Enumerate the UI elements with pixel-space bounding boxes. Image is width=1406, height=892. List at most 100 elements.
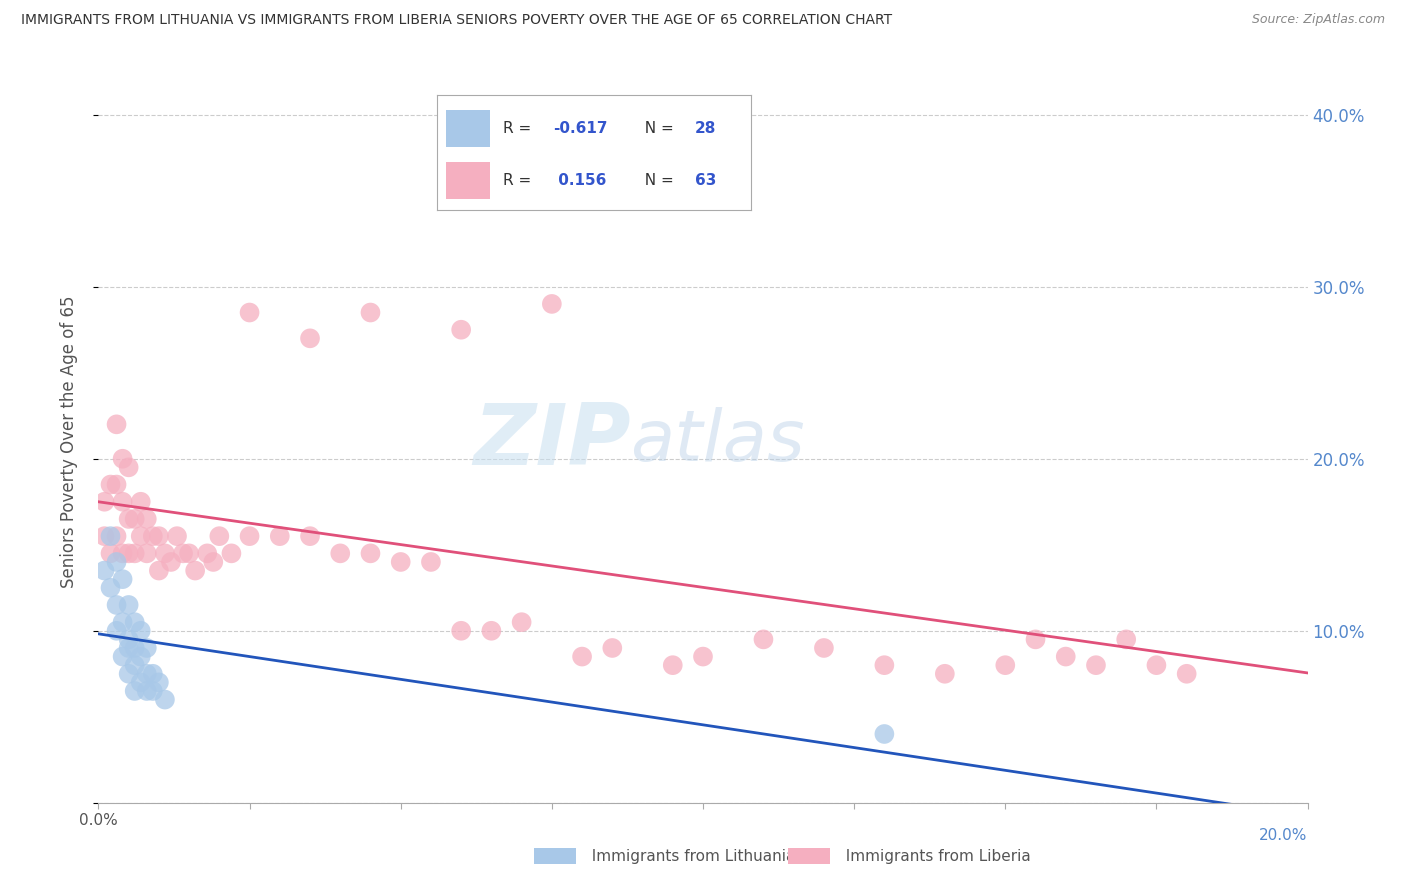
Point [239, 305, 262, 319]
Bar [534, 848, 576, 864]
Point [118, 640, 141, 655]
Point [129, 624, 152, 638]
Point [100, 477, 122, 491]
Point [692, 649, 714, 664]
Point [118, 666, 141, 681]
Text: 20.0%: 20.0% [1260, 828, 1308, 843]
Point [118, 546, 141, 560]
Point [118, 598, 141, 612]
Point [100, 546, 122, 560]
Point [153, 546, 176, 560]
Text: Source: ZipAtlas.com: Source: ZipAtlas.com [1251, 13, 1385, 27]
Point [160, 555, 183, 569]
Point [142, 666, 165, 681]
Point [994, 658, 1017, 673]
Y-axis label: Seniors Poverty Over the Age of 65: Seniors Poverty Over the Age of 65 [59, 295, 77, 588]
Point [93, 529, 115, 543]
Point [105, 624, 128, 638]
Point [299, 331, 322, 345]
Point [148, 529, 170, 543]
Point [752, 632, 775, 647]
Point [100, 581, 122, 595]
Point [172, 546, 194, 560]
Text: ZIP: ZIP [472, 400, 630, 483]
Point [202, 555, 225, 569]
Point [269, 529, 291, 543]
Point [221, 546, 243, 560]
Point [135, 666, 157, 681]
Point [1085, 658, 1108, 673]
Point [195, 546, 218, 560]
Point [129, 529, 152, 543]
Point [1115, 632, 1137, 647]
Bar [787, 848, 830, 864]
Point [93, 564, 115, 578]
Point [1175, 666, 1198, 681]
Point [813, 640, 835, 655]
Point [135, 512, 157, 526]
Point [111, 649, 134, 664]
Point [118, 512, 141, 526]
Point [105, 417, 128, 432]
Point [135, 546, 157, 560]
Point [360, 546, 382, 560]
Point [124, 546, 146, 560]
Text: IMMIGRANTS FROM LITHUANIA VS IMMIGRANTS FROM LIBERIA SENIORS POVERTY OVER THE AG: IMMIGRANTS FROM LITHUANIA VS IMMIGRANTS … [21, 13, 893, 28]
Point [540, 297, 562, 311]
Point [1024, 632, 1046, 647]
Point [93, 494, 115, 508]
Point [934, 666, 956, 681]
Point [481, 624, 503, 638]
Point [100, 529, 122, 543]
Point [571, 649, 593, 664]
Point [360, 305, 382, 319]
Point [118, 460, 141, 475]
Text: atlas: atlas [630, 407, 806, 476]
Point [135, 684, 157, 698]
Point [124, 640, 146, 655]
Point [873, 658, 896, 673]
Point [1054, 649, 1077, 664]
Point [124, 615, 146, 630]
Point [148, 564, 170, 578]
Point [420, 555, 443, 569]
Point [148, 675, 170, 690]
Point [111, 572, 134, 586]
Point [124, 512, 146, 526]
Point [166, 529, 188, 543]
Point [142, 529, 165, 543]
Text: Immigrants from Lithuania: Immigrants from Lithuania [582, 849, 796, 863]
Point [184, 564, 207, 578]
Point [631, 142, 654, 156]
Point [129, 675, 152, 690]
Point [111, 615, 134, 630]
Point [510, 615, 533, 630]
Point [450, 624, 472, 638]
Point [105, 555, 128, 569]
Point [179, 546, 201, 560]
Point [142, 684, 165, 698]
Point [1144, 658, 1167, 673]
Text: Immigrants from Liberia: Immigrants from Liberia [837, 849, 1031, 863]
Point [299, 529, 322, 543]
Point [111, 546, 134, 560]
Point [208, 529, 231, 543]
Point [129, 494, 152, 508]
Point [153, 692, 176, 706]
Point [105, 529, 128, 543]
Point [129, 649, 152, 664]
Point [239, 529, 262, 543]
Point [389, 555, 412, 569]
Point [111, 451, 134, 466]
Point [661, 658, 683, 673]
Point [602, 640, 624, 655]
Point [124, 684, 146, 698]
Point [450, 323, 472, 337]
Point [329, 546, 352, 560]
Point [111, 494, 134, 508]
Point [124, 658, 146, 673]
Point [105, 598, 128, 612]
Point [873, 727, 896, 741]
Point [118, 632, 141, 647]
Point [105, 477, 128, 491]
